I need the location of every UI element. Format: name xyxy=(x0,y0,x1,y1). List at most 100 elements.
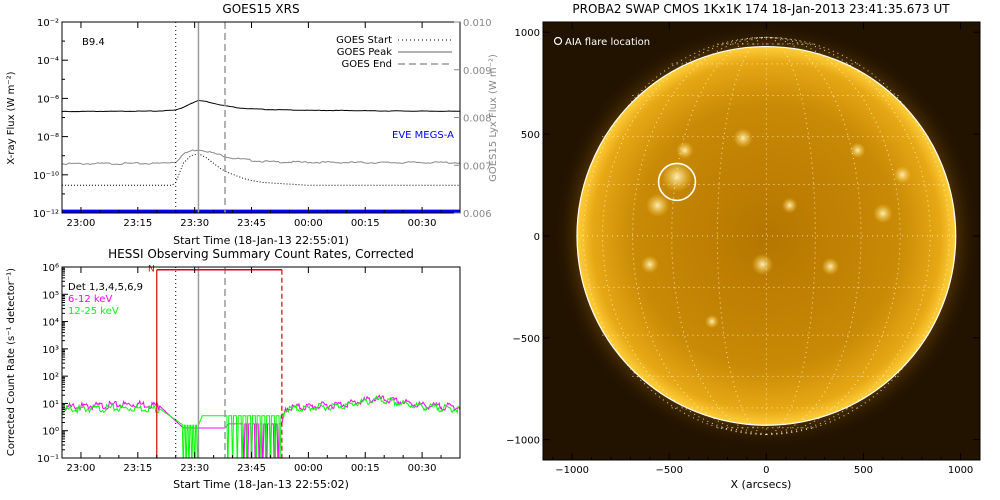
active-region-glow xyxy=(893,166,912,184)
swap-x-axis-label: X (arcsecs) xyxy=(731,478,792,491)
hessi-y-tick-label: 10⁰ xyxy=(42,427,59,438)
goes-x-tick-label: 23:30 xyxy=(180,218,209,229)
hessi-x-axis-label: Start Time (18-Jan-13 22:55:02) xyxy=(173,478,349,491)
goes-event-lines xyxy=(175,22,226,213)
goes-x-tick-label: 23:15 xyxy=(123,218,152,229)
hessi-y-tick-label: 10¹ xyxy=(42,399,59,410)
swap-title: PROBA2 SWAP CMOS 1Kx1K 174 18-Jan-2013 2… xyxy=(572,2,950,16)
swap-y-tick-label: 1000 xyxy=(515,28,540,39)
hessi-y-axis-label: Corrected Count Rate (s⁻¹ detector⁻¹) xyxy=(6,268,17,456)
hessi-y-tick-label: 10⁴ xyxy=(42,318,59,329)
goes-x-tick-label: 00:30 xyxy=(408,218,437,229)
hessi-y-tick-label: 10² xyxy=(42,372,59,383)
aia-flare-location-circle xyxy=(657,162,697,202)
hessi-y-axis-ticks: 10⁻¹ 10⁰ 10¹ 10² 10³ 10⁴ 10⁵ 10⁶ xyxy=(37,263,68,465)
active-region-glow xyxy=(781,197,798,214)
active-region-glow xyxy=(873,203,893,224)
swap-x-axis-ticks: −1000 −500 0 500 1000 xyxy=(552,22,981,476)
eve-megs-label: EVE MEGS-A xyxy=(392,130,454,141)
legend-goes-start: GOES Start xyxy=(336,35,392,46)
hessi-plot-frame xyxy=(61,266,461,459)
hessi-legend: Det 1,3,4,5,6,9 6-12 keV 12-25 keV xyxy=(68,282,143,317)
active-region-glow xyxy=(821,257,840,276)
active-region-glow xyxy=(751,253,774,276)
active-region-glow xyxy=(661,161,693,193)
goes-x-axis-ticks: 23:00 23:15 23:30 23:45 00:00 00:15 00:30 xyxy=(61,22,461,229)
hessi-night-interval: N xyxy=(148,265,283,458)
hessi-night-label: N xyxy=(148,265,155,275)
goes-xrs-panel: GOES15 XRS 23:00 23:15 23:30 23:45 00:00 00:1… xyxy=(6,2,499,247)
goes-series-group xyxy=(62,99,460,213)
longitude-grid-line xyxy=(766,36,931,435)
active-region-glow xyxy=(676,141,694,160)
swap-x-tick-label: −1000 xyxy=(555,465,589,476)
swap-plot-frame xyxy=(542,21,981,461)
hessi-event-lines xyxy=(175,267,226,458)
hessi-6-12-kev-line xyxy=(62,394,460,458)
solar-disk xyxy=(576,46,956,426)
hessi-series-group xyxy=(62,394,460,458)
legend-goes-peak: GOES Peak xyxy=(337,47,392,58)
hessi-legend-12-25: 12-25 keV xyxy=(68,306,119,317)
hessi-legend-detectors: Det 1,3,4,5,6,9 xyxy=(68,282,143,293)
goes-y2-tick-label: 0.007 xyxy=(463,161,492,172)
flare-location-legend-swatch xyxy=(553,36,563,46)
swap-x-tick-label: −500 xyxy=(656,465,683,476)
swap-x-tick-label: 1000 xyxy=(948,465,973,476)
goes-long-channel-line xyxy=(62,99,460,113)
active-region-glow xyxy=(849,142,866,159)
hessi-y-tick-label: 10⁶ xyxy=(42,263,59,274)
goes-y2-axis-ticks: 0.006 0.007 0.008 0.009 0.010 xyxy=(454,18,492,220)
goes-x-axis-label: Start Time (18-Jan-13 22:55:01) xyxy=(173,234,349,247)
goes-x-tick-label: 23:45 xyxy=(237,218,266,229)
goes-y2-tick-label: 0.009 xyxy=(463,66,492,77)
goes-y-axis-ticks: 10⁻¹² 10⁻¹⁰ 10⁻⁸ 10⁻⁶ 10⁻⁴ 10⁻² xyxy=(33,18,68,220)
hessi-y-tick-label: 10³ xyxy=(42,345,59,356)
swap-y-tick-label: −1000 xyxy=(506,436,540,447)
swap-sun-image xyxy=(554,23,979,448)
goes-y2-tick-label: 0.010 xyxy=(463,18,492,29)
hessi-x-tick-label: 00:30 xyxy=(408,463,437,474)
hessi-x-tick-label: 00:15 xyxy=(351,463,380,474)
goes-y-tick-label: 10⁻⁴ xyxy=(37,56,59,67)
hessi-y-tick-label: 10⁵ xyxy=(42,290,59,301)
goes-y-tick-label: 10⁻¹² xyxy=(33,209,59,220)
goes-plot-frame xyxy=(61,21,461,214)
swap-y-tick-label: 500 xyxy=(521,130,540,141)
active-region-glow xyxy=(705,314,719,329)
goes-x-tick-label: 23:00 xyxy=(67,218,96,229)
hessi-panel: HESSI Observing Summary Count Rates, Cor… xyxy=(6,247,461,491)
swap-x-tick-label: 500 xyxy=(854,465,873,476)
longitude-grid-line xyxy=(601,36,767,435)
swap-panel: PROBA2 SWAP CMOS 1Kx1K 174 18-Jan-2013 2… xyxy=(506,2,981,491)
swap-y-tick-label: 0 xyxy=(534,232,540,243)
hessi-y-tick-label: 10⁻¹ xyxy=(37,454,59,465)
goes-y-axis-label: X-ray Flux (W m⁻²) xyxy=(6,71,17,164)
hessi-x-tick-label: 23:30 xyxy=(180,463,209,474)
active-region-glow xyxy=(645,193,670,218)
goes-y-tick-label: 10⁻⁸ xyxy=(37,133,59,144)
swap-x-tick-label: 0 xyxy=(763,465,769,476)
goes-y-tick-label: 10⁻⁶ xyxy=(37,94,59,105)
goes-legend: GOES Start GOES Peak GOES End xyxy=(336,35,452,70)
hessi-12-25-kev-line xyxy=(62,395,460,458)
active-region-glow xyxy=(733,128,753,148)
goes-y2-tick-label: 0.006 xyxy=(463,209,492,220)
hessi-x-tick-label: 23:15 xyxy=(123,463,152,474)
goes-y-tick-label: 10⁻² xyxy=(37,18,59,29)
goes-x-tick-label: 00:00 xyxy=(294,218,323,229)
legend-goes-end: GOES End xyxy=(342,59,392,70)
goes-y2-tick-label: 0.008 xyxy=(463,114,492,125)
goes-class-annotation: B9.4 xyxy=(82,37,105,48)
hessi-x-tick-label: 23:00 xyxy=(67,463,96,474)
eve-megs-lyx-line xyxy=(62,149,460,166)
hessi-legend-6-12: 6-12 keV xyxy=(68,294,112,305)
hessi-title: HESSI Observing Summary Count Rates, Cor… xyxy=(108,247,414,261)
hessi-x-axis-ticks: 23:00 23:15 23:30 23:45 00:00 00:15 00:30 xyxy=(61,267,461,474)
goes-title: GOES15 XRS xyxy=(222,2,299,16)
swap-y-tick-label: −500 xyxy=(513,334,540,345)
flare-location-legend-label: AIA flare location xyxy=(565,37,650,48)
hessi-x-tick-label: 00:00 xyxy=(294,463,323,474)
goes-short-channel-line xyxy=(62,153,460,186)
